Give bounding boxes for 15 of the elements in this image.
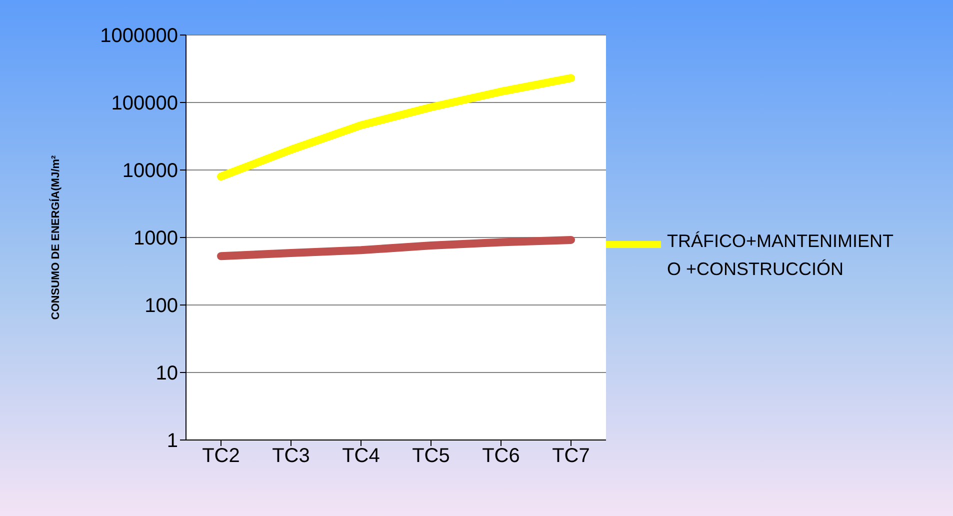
y-tick-label: 100000 — [111, 92, 178, 115]
y-tick-label: 1 — [166, 430, 178, 452]
legend-label: TRÁFICO+MANTENIMIENTO +CONSTRUCCIÓN — [667, 230, 895, 281]
y-tick-label: 1000 — [134, 228, 178, 250]
y-tick-label: 10000 — [122, 160, 178, 182]
x-tick-label: TC3 — [272, 445, 310, 468]
y-tick-label: 10 — [156, 362, 178, 385]
x-tick-label: TC4 — [342, 445, 380, 468]
y-tick-label: 1000000 — [100, 25, 178, 48]
y-axis-title: CONSUMO DE ENERGÍA(MJ/m² — [48, 154, 62, 320]
x-tick-label: TC2 — [202, 445, 240, 468]
y-tick-label: 100 — [144, 295, 178, 318]
x-tick-label: TC6 — [482, 445, 520, 468]
x-tick-label: TC5 — [412, 445, 450, 468]
x-tick-label: TC7 — [552, 445, 590, 468]
